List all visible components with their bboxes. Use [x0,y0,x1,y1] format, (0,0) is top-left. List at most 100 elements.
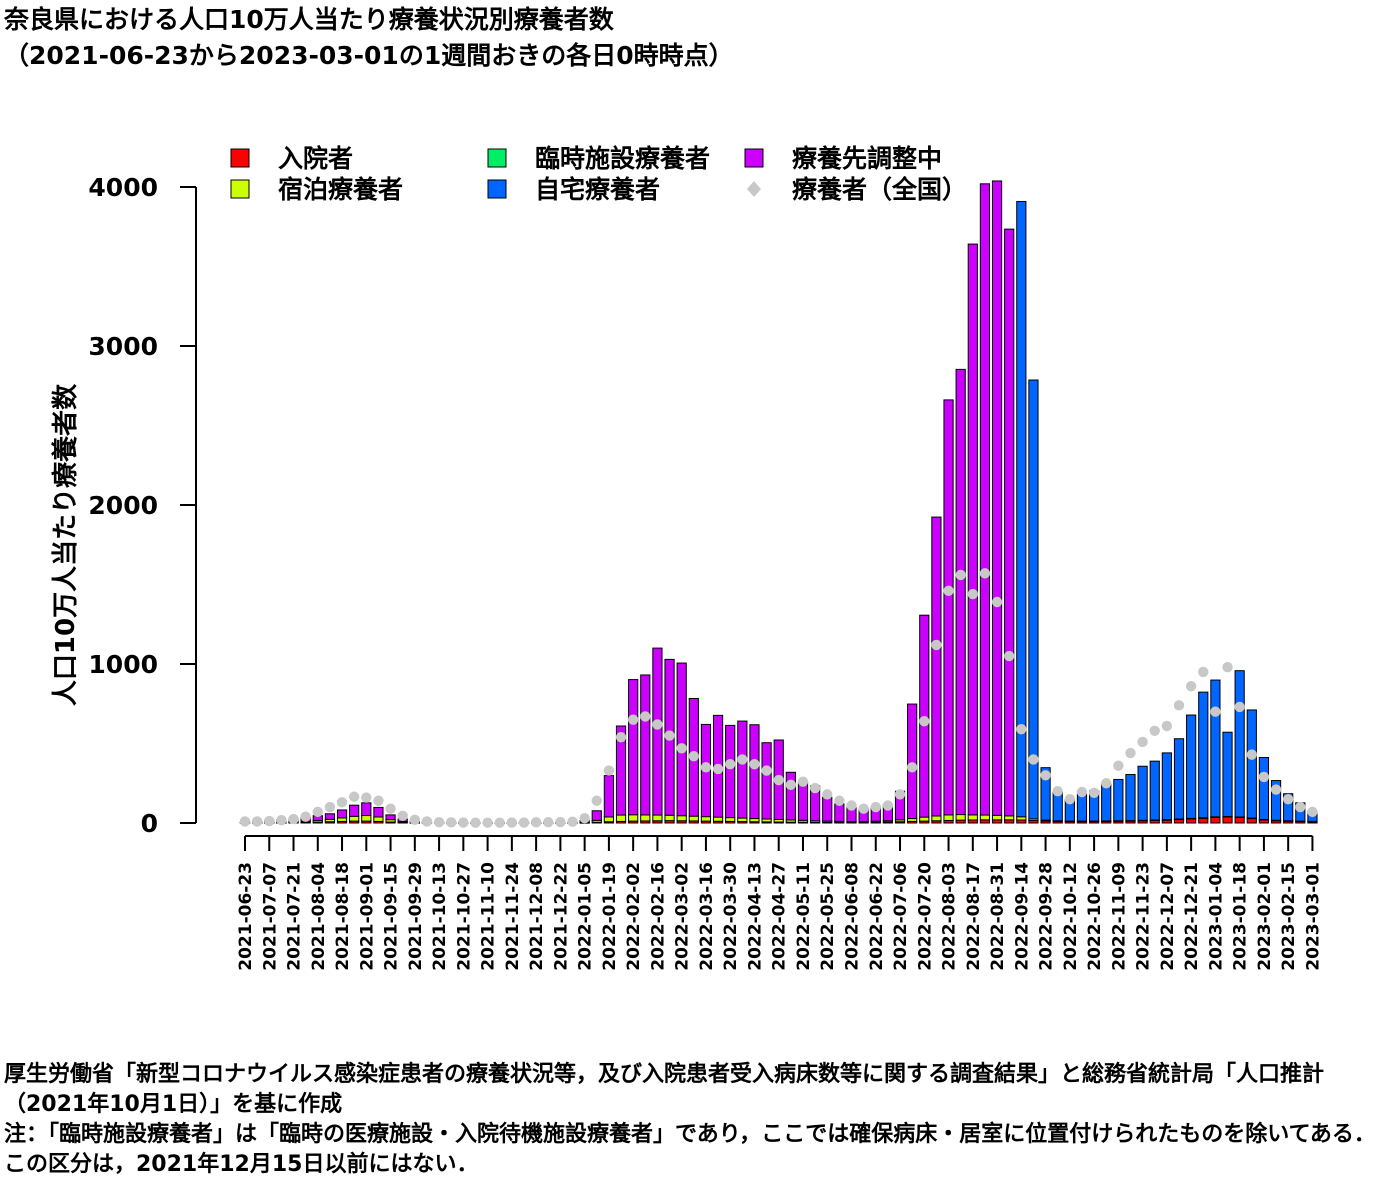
national-point [543,817,554,828]
bar-segment [640,814,651,822]
bar-segment [931,516,942,817]
bars-layer [239,180,1318,824]
national-point [943,585,954,597]
national-point [1198,666,1209,678]
bar-segment [1186,714,1197,819]
bar-segment [336,817,348,822]
bar-segment [712,816,724,822]
national-point [991,596,1003,608]
national-point [324,801,336,813]
bar-segment [591,810,602,821]
caveat-note: 注：「臨時施設療養者」は「臨時の医療施設・入院待機施設療養者」であり，ここでは確… [4,1122,1376,1177]
national-point [385,803,396,814]
y-axis-label: 人口10万人当たり療養者数 [51,383,81,706]
x-tick-label: 2023-02-15 [1279,862,1299,971]
national-point [264,815,275,827]
bar-segment [324,813,336,820]
national-point [1101,778,1112,789]
national-point [579,813,590,824]
national-point [676,743,687,754]
bar-segment [1246,818,1257,824]
legend-label: 療養者（全国） [792,175,967,204]
national-point [421,816,433,827]
national-point [858,803,869,814]
bar-segment [1052,791,1063,822]
national-point [615,731,627,743]
x-tick-label: 2022-11-09 [1109,862,1129,971]
national-point [446,817,457,828]
national-point [1185,681,1197,692]
x-tick-label: 2022-12-07 [1158,862,1178,971]
national-point [688,751,700,762]
national-point [482,817,493,828]
national-point [785,779,797,791]
x-tick-label: 2021-10-27 [454,862,474,971]
national-point [348,791,360,802]
national-point [239,816,251,827]
bar-segment [373,816,384,822]
legend-swatch [230,148,250,168]
bar-segment [1210,816,1221,824]
x-tick-label: 2022-08-17 [964,862,984,971]
national-point [773,774,784,786]
x-tick-label: 2022-03-16 [697,862,717,971]
bar-segment [1016,200,1027,818]
bar-segment [1173,738,1185,820]
bar-segment [1004,815,1015,821]
national-point [1113,760,1124,771]
national-point [822,789,833,800]
national-point [506,817,518,828]
national-point [1016,723,1027,735]
x-tick-label: 2022-02-16 [648,862,668,971]
legend-label: 宿泊療養者 [278,175,403,204]
x-tick-label: 2022-08-31 [988,862,1008,971]
bar-segment [688,815,699,822]
bar-segment [373,806,384,818]
national-point [627,714,639,725]
bar-segment [1258,756,1270,820]
national-point [809,782,821,794]
bar-segment [1222,816,1233,824]
national-point [1076,786,1088,798]
x-tick-label: 2022-03-02 [673,862,693,971]
bar-segment [1186,818,1197,824]
national-point [797,776,809,787]
bar-segment [615,725,627,816]
national-point [530,817,542,828]
bar-segment [361,815,372,822]
national-point [652,719,663,730]
national-point [1125,747,1136,759]
x-tick-label: 2021-07-07 [260,862,280,971]
bar-segment [834,803,845,822]
bar-segment [603,816,614,823]
bar-segment [664,814,675,822]
bar-segment [1198,691,1209,819]
legend-label: 自宅療養者 [535,175,660,204]
bar-segment [725,724,736,819]
national-point [1210,706,1221,717]
national-point [373,795,384,806]
y-tick-label: 4000 [88,173,158,202]
national-point [397,810,408,822]
x-tick-label: 2021-08-04 [309,862,329,971]
legend-swatch [744,148,764,168]
national-point [300,811,311,822]
x-tick-label: 2021-06-23 [236,862,256,971]
chart-title: 奈良県における人口10万人当たり療養状況別療養者数 （2021-06-23から2… [4,2,734,74]
bar-segment [737,817,748,823]
x-tick-label: 2021-11-24 [503,862,523,971]
legend-label: 入院者 [278,144,353,173]
national-point [1064,793,1076,805]
national-point [1295,801,1306,813]
bar-segment [979,183,991,816]
bar-segment [349,815,360,822]
national-point [725,758,736,770]
bar-segment [1210,679,1221,818]
legend-swatch [487,179,507,199]
national-point [1270,784,1282,795]
bar-segment [785,771,796,821]
bar-segment [1173,819,1185,824]
national-point [494,817,505,828]
bar-segment [1198,817,1209,824]
x-tick-label: 2021-12-22 [551,862,571,971]
